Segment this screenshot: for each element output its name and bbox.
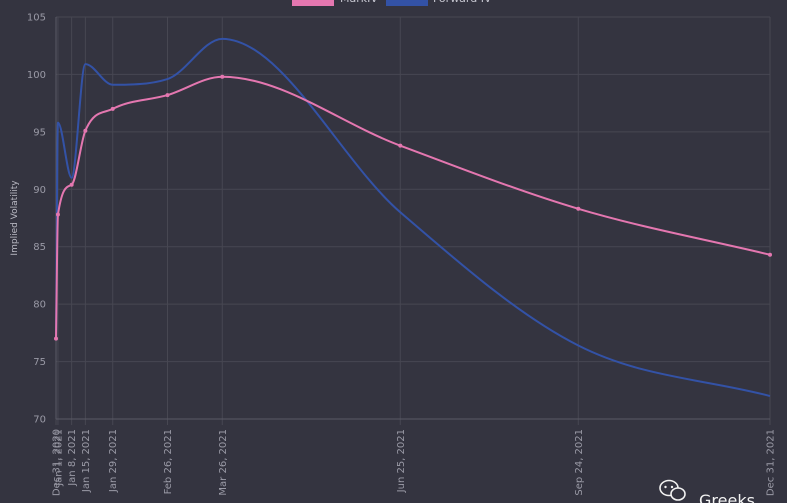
x-tick-label: Jan 15, 2021 [81,429,92,493]
y-tick-label: 95 [33,127,46,138]
x-tick-label: Mar 26, 2021 [218,429,229,496]
y-tick-label: 85 [33,242,46,253]
y-tick-label: 105 [27,13,46,24]
x-tick-label: Feb 26, 2021 [163,429,174,494]
data-point[interactable] [54,336,58,341]
grid [55,16,771,425]
x-tick-label: Jan 8, 2021 [67,429,78,487]
series-line-forward-iv [55,37,771,397]
x-tick-label: Dec 31, 2021 [766,429,777,496]
y-tick-label: 80 [33,300,46,311]
data-point[interactable] [220,74,225,79]
data-point[interactable] [165,93,170,98]
legend-label[interactable]: MarkIV [340,0,378,5]
series-markiv [54,74,772,341]
data-point[interactable] [69,182,74,187]
watermark: Greeks [659,479,755,503]
data-point[interactable] [55,212,60,217]
y-axis-title: Implied Volatility [10,180,20,256]
data-point[interactable] [768,252,772,257]
legend-label[interactable]: Forward IV [433,0,492,5]
y-tick-label: 100 [27,70,46,81]
legend-swatch[interactable] [292,0,334,6]
x-tick-label: Jan 1, 2021 [53,429,64,487]
x-tick-label: Jan 29, 2021 [108,429,119,493]
data-point[interactable] [83,128,88,133]
data-point[interactable] [576,206,581,211]
legend: MarkIV Forward IV [292,0,492,6]
data-point[interactable] [110,106,115,111]
series-line-markiv [55,75,771,339]
x-tick-label: Sep 24, 2021 [574,429,585,496]
x-tick-label: Jun 25, 2021 [396,429,407,493]
y-tick-label: 75 [33,357,46,368]
watermark-text: Greeks [699,491,755,503]
legend-swatch[interactable] [386,0,428,6]
x-tick-label: Dec 31, 2020 [52,429,63,496]
data-point[interactable] [398,143,403,148]
y-tick-label: 70 [33,415,46,426]
wechat-icon [659,479,686,501]
y-tick-label: 90 [33,185,46,196]
series-forward-iv [55,37,771,397]
series [54,37,772,397]
